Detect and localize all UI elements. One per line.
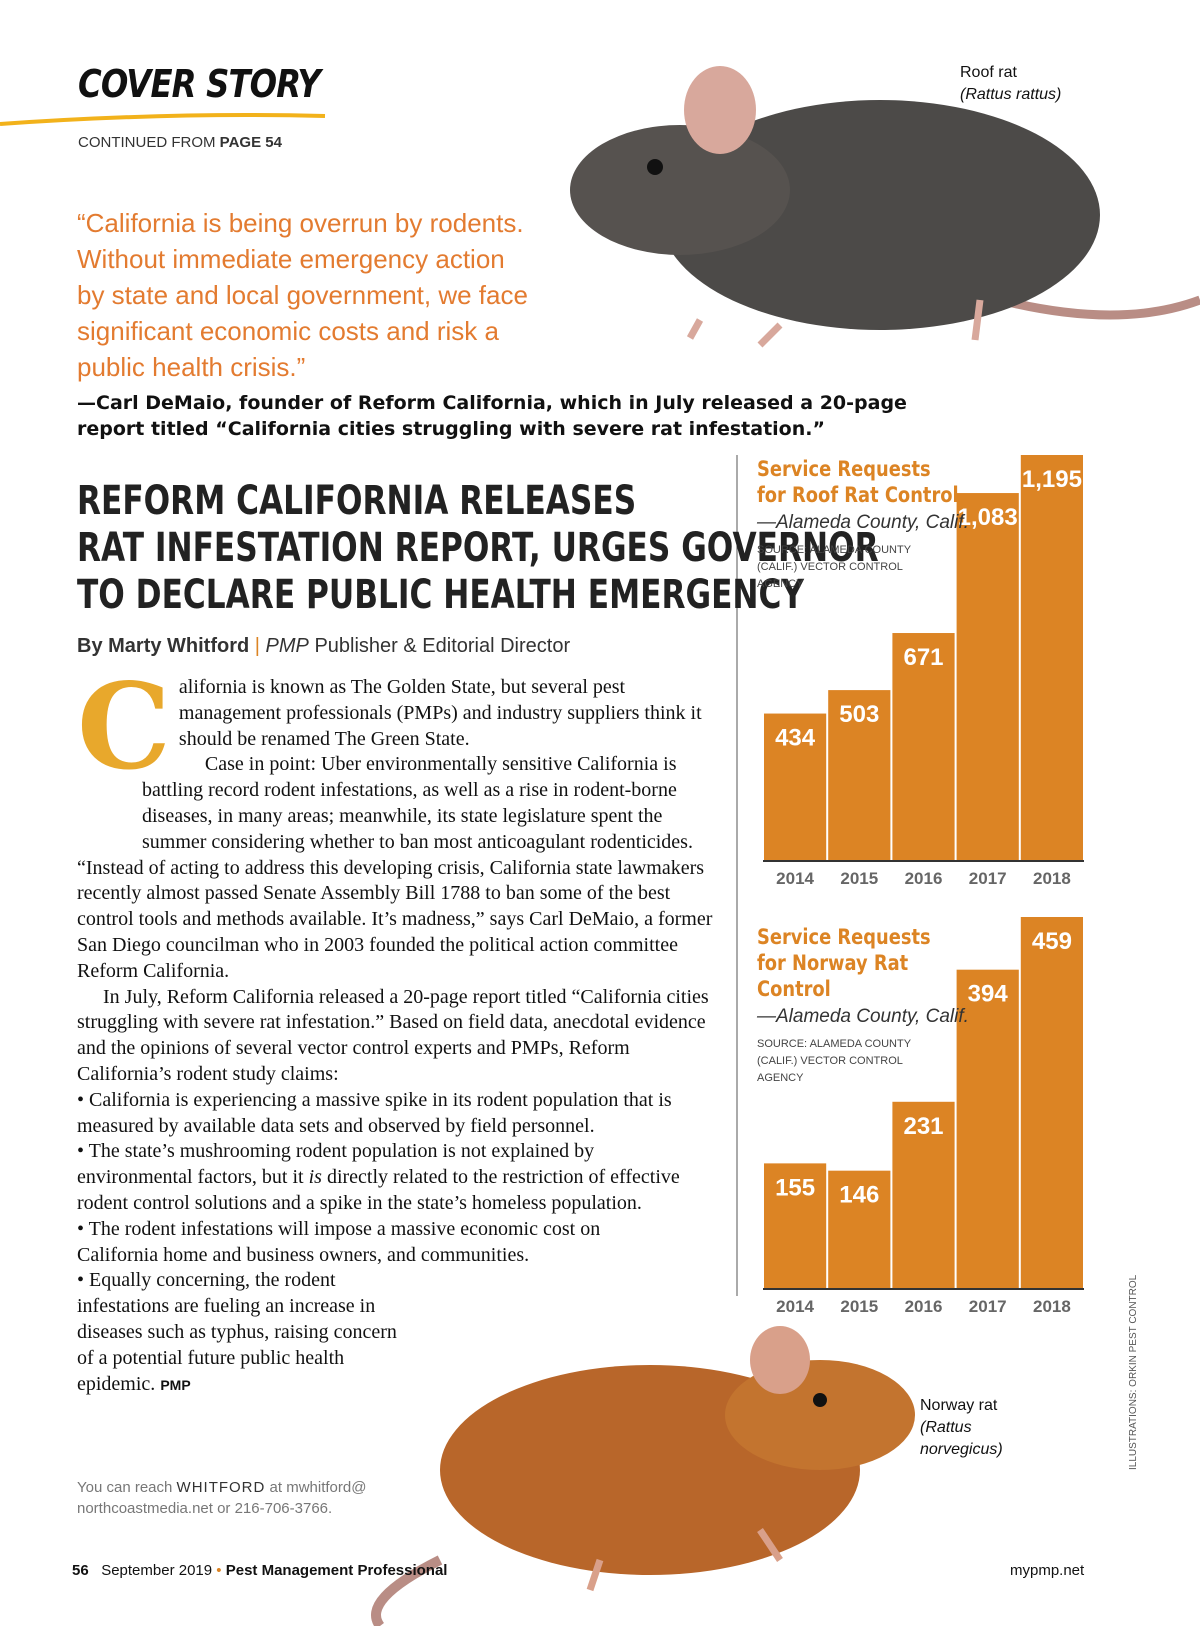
contact-name: WHITFORD — [176, 1479, 266, 1496]
separator: | — [254, 635, 260, 657]
bullet-text: directly related to the restriction of e… — [77, 1166, 680, 1214]
attribution-line: report titled “California cities struggl… — [77, 418, 825, 440]
bar — [892, 1101, 955, 1289]
x-tick-label: 2016 — [905, 1297, 943, 1316]
value-label: 503 — [839, 701, 879, 728]
chart-source: SOURCE: ALAMEDA COUNTY (CALIF.) VECTOR C… — [757, 1038, 911, 1084]
bullet: • The rodent infestations will impose a … — [77, 1217, 637, 1269]
bar — [828, 1170, 891, 1289]
footer: 56 September 2019 • Pest Management Prof… — [72, 1562, 447, 1579]
paragraph: “Instead of acting to address this devel… — [77, 856, 713, 982]
caption-latin: (Rattus norvegicus) — [920, 1419, 1003, 1458]
quote-line: by state and local government, we face — [77, 280, 528, 310]
x-tick-label: 2017 — [969, 869, 1007, 888]
byline: By Marty Whitford | PMP Publisher & Edit… — [77, 635, 570, 658]
bullet: • The state’s mushrooming rodent populat… — [77, 1139, 697, 1216]
website: mypmp.net — [1010, 1562, 1085, 1579]
bullet-text: • The rodent infestations will impose a … — [77, 1217, 601, 1266]
caption-name: Norway rat — [920, 1397, 998, 1414]
bar — [892, 633, 955, 861]
contact-lead: You can reach — [77, 1479, 173, 1496]
section-label: COVER STORY — [78, 62, 321, 106]
quote-line: significant economic costs and risk a — [77, 316, 499, 346]
x-tick-label: 2015 — [840, 869, 878, 888]
attribution-line: —Carl DeMaio, founder of Reform Californ… — [77, 392, 907, 414]
bar — [1020, 455, 1083, 861]
bar — [1020, 917, 1083, 1289]
bar — [956, 493, 1019, 861]
end-mark: PMP — [160, 1376, 191, 1393]
contact-rest: at mwhitford@ northcoastmedia.net or 216… — [77, 1479, 367, 1517]
headline-line: REFORM CALIFORNIA RELEASES — [77, 478, 637, 524]
value-label: 155 — [775, 1174, 815, 1201]
chart-source: SOURCE: ALAMEDA COUNTY (CALIF.) VECTOR C… — [757, 544, 911, 590]
drop-cap: C — [77, 657, 171, 796]
x-tick-label: 2014 — [776, 1297, 814, 1316]
chart-title: Service Requests for Roof Rat Control — [757, 457, 959, 507]
x-tick-label: 2018 — [1033, 1297, 1071, 1316]
magazine: Pest Management Professional — [225, 1562, 448, 1579]
headline-line: TO DECLARE PUBLIC HEALTH EMERGENCY — [77, 572, 805, 618]
pull-quote: “California is being overrun by rodents.… — [77, 205, 528, 385]
value-label: 1,083 — [958, 504, 1018, 531]
bar — [764, 1163, 827, 1289]
chart-subtitle: —Alameda County, Calif. — [757, 512, 969, 533]
issue-date: September 2019 — [101, 1562, 213, 1579]
bullet: • California is experiencing a massive s… — [77, 1088, 697, 1140]
x-tick-label: 2016 — [905, 869, 943, 888]
illustration-credit: ILLUSTRATIONS: ORKIN PEST CONTROL — [1128, 1274, 1139, 1470]
chart-subtitle: —Alameda County, Calif. — [757, 1006, 969, 1027]
value-label: 394 — [968, 981, 1009, 1008]
value-label: 231 — [903, 1113, 943, 1140]
header-rule — [0, 113, 326, 126]
norway-rat-caption: Norway rat (Rattus norvegicus) — [920, 1395, 1030, 1461]
quote-line: “California is being overrun by rodents. — [77, 208, 524, 238]
author: By Marty Whitford — [77, 635, 250, 657]
bullet: • Equally concerning, the rodent infesta… — [77, 1268, 397, 1397]
bar — [956, 969, 1019, 1289]
chart-header: Service Requests for Norway Rat Control —… — [757, 924, 997, 1087]
value-label: 434 — [775, 725, 816, 752]
continued-line: CONTINUED FROM PAGE 54 — [78, 134, 282, 151]
headline: REFORM CALIFORNIA RELEASES RAT INFESTATIO… — [77, 478, 879, 619]
value-label: 671 — [903, 644, 943, 671]
bullet-text: • California is experiencing a massive s… — [77, 1088, 672, 1137]
bullet-text: is — [308, 1166, 322, 1189]
quote-line: public health crisis.” — [77, 352, 306, 382]
page-number: 56 — [72, 1562, 89, 1579]
role: Publisher & Editorial Director — [314, 635, 571, 657]
roof-rat-caption: Roof rat (Rattus rattus) — [960, 62, 1061, 106]
quote-attribution: —Carl DeMaio, founder of Reform Californ… — [77, 390, 907, 442]
x-tick-label: 2014 — [776, 869, 814, 888]
bar — [764, 713, 827, 861]
caption-latin: (Rattus rattus) — [960, 86, 1062, 103]
paragraph: alifornia is known as The Golden State, … — [178, 676, 702, 750]
value-label: 146 — [839, 1182, 879, 1209]
bullet-text: • The state’s mushrooming rodent populat… — [77, 1140, 595, 1189]
quote-line: Without immediate emergency action — [77, 244, 505, 274]
bar — [828, 690, 891, 861]
continued-page: PAGE 54 — [219, 134, 282, 151]
publication: PMP — [265, 635, 309, 657]
paragraph: In July, Reform California released a 20… — [77, 985, 709, 1085]
x-tick-label: 2017 — [969, 1297, 1007, 1316]
continued-text: CONTINUED FROM — [78, 134, 216, 151]
contact: You can reach WHITFORD at mwhitford@ nor… — [77, 1477, 397, 1519]
x-tick-label: 2015 — [840, 1297, 878, 1316]
headline-line: RAT INFESTATION REPORT, URGES GOVERNOR — [77, 525, 879, 571]
caption-name: Roof rat — [960, 64, 1017, 81]
value-label: 1,195 — [1022, 466, 1082, 493]
x-tick-label: 2018 — [1033, 869, 1071, 888]
chart-header: Service Requests for Roof Rat Control —Al… — [757, 456, 997, 593]
chart-title: Service Requests for Norway Rat Control — [757, 925, 931, 1001]
value-label: 459 — [1032, 928, 1072, 955]
footer-bullet: • — [216, 1562, 222, 1579]
roof-rat-illustration — [570, 66, 1200, 348]
norway-rat-illustration — [371, 1326, 915, 1626]
bullet-text: • Equally concerning, the rodent infesta… — [77, 1269, 397, 1395]
paragraph: Case in point: Uber environmentally sens… — [142, 753, 693, 853]
